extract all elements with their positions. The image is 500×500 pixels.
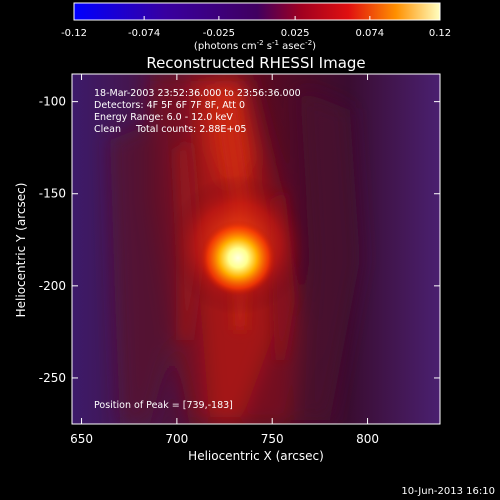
- colorbar: [73, 2, 441, 21]
- y-tick-label: -150: [39, 187, 66, 201]
- plot-frame: [71, 73, 441, 425]
- x-tick-label: 800: [356, 432, 379, 446]
- x-axis-tick-labels: 650 700 750 800: [70, 432, 379, 446]
- annotation-total-counts: Clean Total counts: 2.88E+05: [94, 124, 246, 135]
- y-axis-tick-labels: -100 -150 -200 -250: [39, 95, 66, 385]
- x-tick-label: 700: [165, 432, 188, 446]
- colorbar-tick-label: -0.074: [128, 28, 160, 39]
- y-tick-label: -250: [39, 371, 66, 385]
- rhessi-image: [72, 74, 440, 424]
- colorbar-tick-label: -0.12: [61, 28, 87, 39]
- annotation-time-range: 18-Mar-2003 23:52:36.000 to 23:56:36.000: [94, 88, 301, 99]
- annotation-detectors: Detectors: 4F 5F 6F 7F 8F, Att 0: [94, 100, 245, 111]
- peak-source: [200, 220, 276, 296]
- colorbar-ticks: [73, 16, 441, 20]
- timestamp: 10-Jun-2013 16:10: [401, 486, 495, 497]
- x-axis-label: Heliocentric X (arcsec): [188, 449, 324, 463]
- x-tick-label: 750: [261, 432, 284, 446]
- chart-title: Reconstructed RHESSI Image: [146, 54, 365, 72]
- y-tick-label: -200: [39, 279, 66, 293]
- colorbar-tick-label: 0.025: [281, 28, 310, 39]
- annotation-peak-position: Position of Peak = [739,-183]: [94, 400, 233, 411]
- x-axis-ticks: [81, 74, 369, 424]
- colorbar-units-label: (photons cm-2 s-1 asec-2): [194, 39, 316, 52]
- colorbar-tick-label: -0.025: [203, 28, 235, 39]
- colorbar-tick-labels: -0.12 -0.074 -0.025 0.025 0.074 0.12: [61, 28, 451, 39]
- colorbar-tick-label: 0.12: [429, 28, 451, 39]
- annotation-energy-range: Energy Range: 6.0 - 12.0 keV: [94, 112, 233, 123]
- colorbar-tick-label: 0.074: [356, 28, 385, 39]
- y-axis-label: Heliocentric Y (arcsec): [14, 183, 28, 318]
- y-axis-ticks: [72, 101, 440, 379]
- y-tick-label: -100: [39, 95, 66, 109]
- x-tick-label: 650: [70, 432, 93, 446]
